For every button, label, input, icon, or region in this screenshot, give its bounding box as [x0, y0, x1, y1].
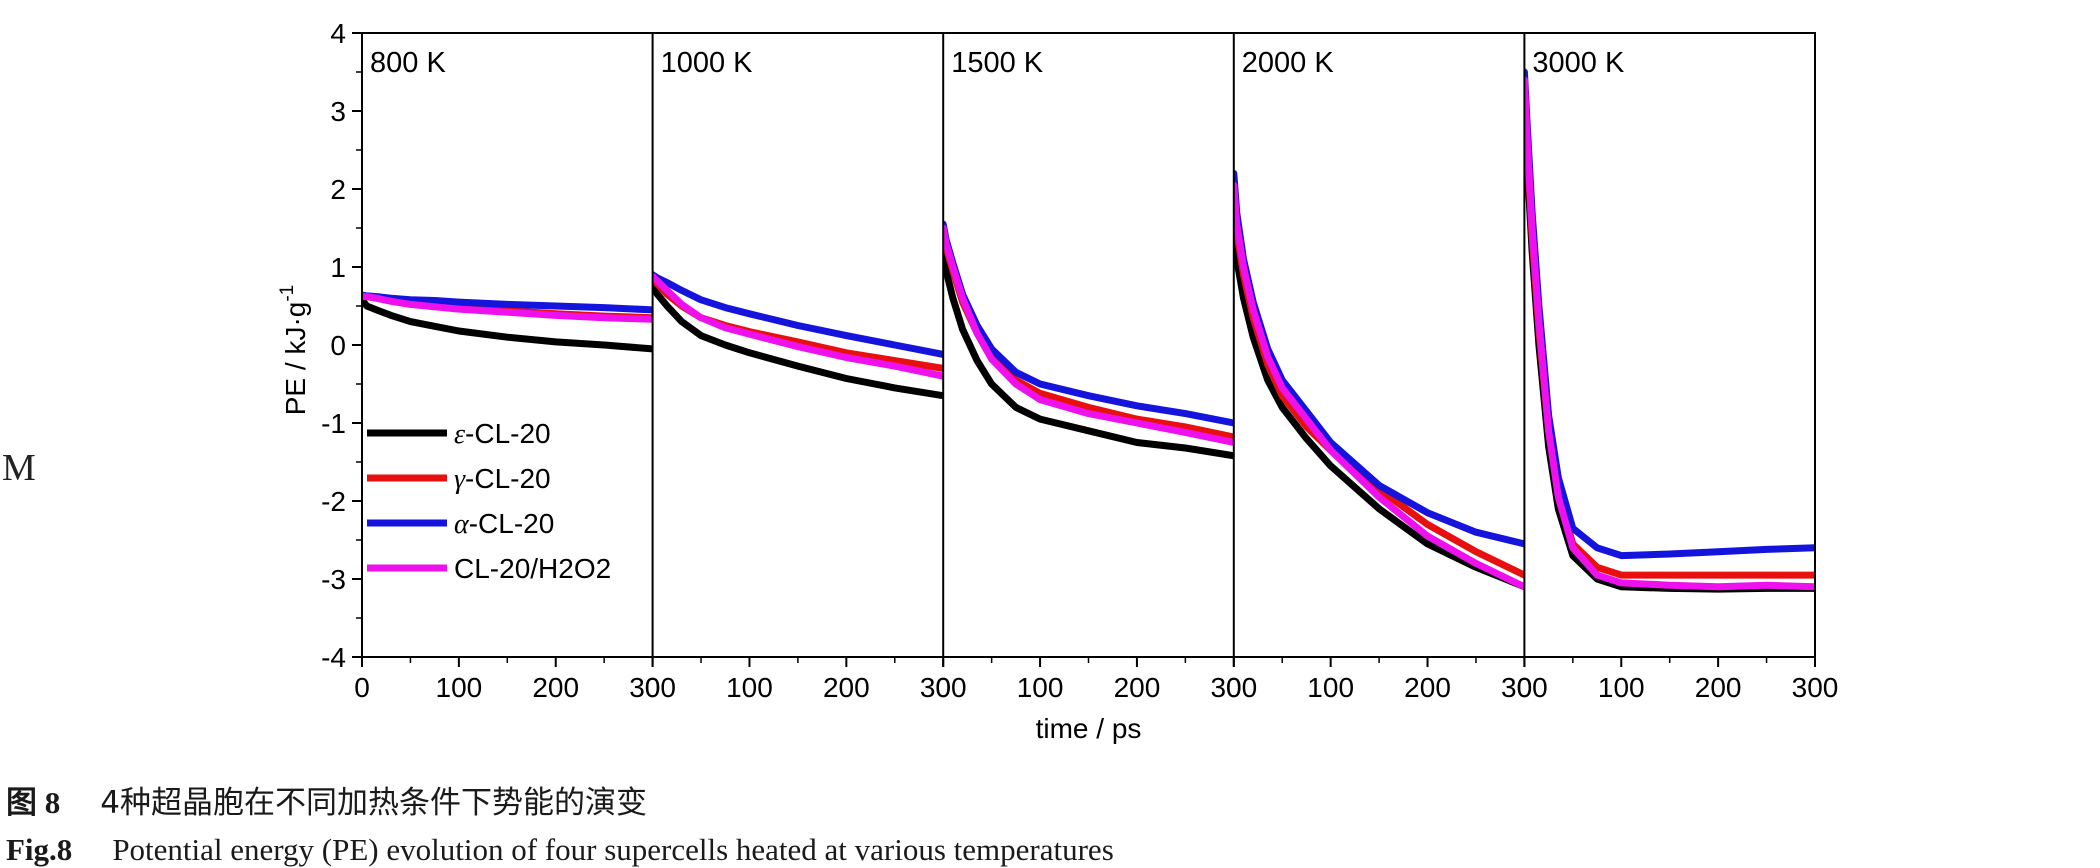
panel: 0 100 200 300 800 K	[354, 47, 676, 703]
x-tick-label: 0	[1226, 672, 1242, 703]
legend-label-prefix: γ	[454, 464, 466, 495]
legend-label-prefix: ε	[454, 419, 465, 450]
x-tick-label: 0	[935, 672, 951, 703]
series-line-alpha	[1233, 169, 1525, 548]
y-tick-label: 3	[330, 96, 346, 127]
series-line-epsilon	[943, 247, 1234, 460]
series-line-alpha	[652, 271, 944, 358]
caption-english: Fig.8 Potential energy (PE) evolution of …	[6, 832, 1114, 868]
y-tick-label: 4	[330, 18, 346, 49]
series-line-epsilon	[362, 296, 653, 353]
plot-frame	[361, 32, 1816, 658]
y-tick-label: 0	[330, 330, 346, 361]
legend-label: ε-CL-20	[454, 418, 551, 450]
margin-label: M	[2, 447, 36, 489]
legend-label-text: -CL-20	[465, 418, 551, 449]
x-tick-label: 300	[1210, 672, 1257, 703]
series-line-h2o2	[943, 224, 1234, 446]
series-line-h2o2	[1524, 76, 1816, 591]
caption-chinese: 图 8 4种超晶胞在不同加热条件下势能的演变	[6, 777, 647, 822]
series-line-epsilon	[1233, 224, 1525, 591]
x-tick-label: 200	[1695, 672, 1742, 703]
x-tick-label: 100	[436, 672, 483, 703]
series-line-epsilon	[652, 283, 944, 400]
series-line-h2o2	[362, 293, 653, 323]
panel: 0 100 200 300 3000 K	[1517, 33, 1839, 703]
y-tick-label: -3	[321, 564, 346, 595]
x-tick-label: 300	[1501, 672, 1548, 703]
x-tick-label: 200	[1114, 672, 1161, 703]
y-tick-label: -2	[321, 486, 346, 517]
caption-english-text: Potential energy (PE) evolution of four …	[112, 832, 1114, 867]
x-tick-label: 200	[823, 672, 870, 703]
caption-chinese-number: 图 8	[6, 785, 61, 820]
legend-label-text: CL-20/H2O2	[454, 553, 611, 584]
panel-title: 2000 K	[1242, 47, 1335, 79]
series-line-h2o2	[1233, 181, 1525, 591]
x-tick-label: 300	[920, 672, 967, 703]
x-tick-label: 100	[1017, 672, 1064, 703]
y-tick-label: 1	[330, 252, 346, 283]
legend-label: γ-CL-20	[454, 463, 551, 495]
x-tick-label: 100	[1307, 672, 1354, 703]
y-tick-label: 2	[330, 174, 346, 205]
x-axis-label: time / ps	[1036, 713, 1142, 744]
x-tick-label: 200	[532, 672, 579, 703]
x-tick-label: 300	[629, 672, 676, 703]
panel-title: 3000 K	[1532, 47, 1625, 79]
caption-english-number: Fig.8	[6, 832, 73, 867]
x-tick-label: 100	[726, 672, 773, 703]
series-line-gamma	[1233, 193, 1525, 579]
y-tick-label: -1	[321, 408, 346, 439]
series-line-alpha	[1524, 68, 1816, 560]
y-tick-label: -4	[321, 642, 346, 673]
caption-chinese-text: 4种超晶胞在不同加热条件下势能的演变	[100, 785, 647, 821]
x-tick-label: 0	[1517, 672, 1533, 703]
panel-title: 800 K	[370, 47, 446, 79]
legend-label-prefix: α	[454, 509, 470, 540]
x-tick-label: 300	[1792, 672, 1839, 703]
panel: 0 100 200 300 2000 K	[1226, 33, 1548, 703]
x-tick-label: 200	[1404, 672, 1451, 703]
panel-title: 1000 K	[661, 47, 754, 79]
y-axis-label: PE / kJ·g-1	[277, 285, 311, 416]
series-line-alpha	[943, 220, 1234, 427]
y-axis-label-superscript: -1	[277, 285, 298, 302]
legend-label-text: -CL-20	[469, 508, 555, 539]
x-tick-label: 0	[354, 672, 370, 703]
series-line-gamma	[943, 228, 1234, 441]
x-tick-label: 0	[645, 672, 661, 703]
x-tick-label: 100	[1598, 672, 1645, 703]
panel-title: 1500 K	[951, 47, 1044, 79]
legend-label: α-CL-20	[454, 508, 554, 540]
legend-label: CL-20/H2O2	[454, 553, 611, 584]
panel: 0 100 200 300 1000 K	[645, 33, 967, 703]
panel: 0 100 200 300 1500 K	[935, 33, 1257, 703]
series-line-h2o2	[652, 272, 944, 380]
legend-label-text: -CL-20	[465, 463, 551, 494]
